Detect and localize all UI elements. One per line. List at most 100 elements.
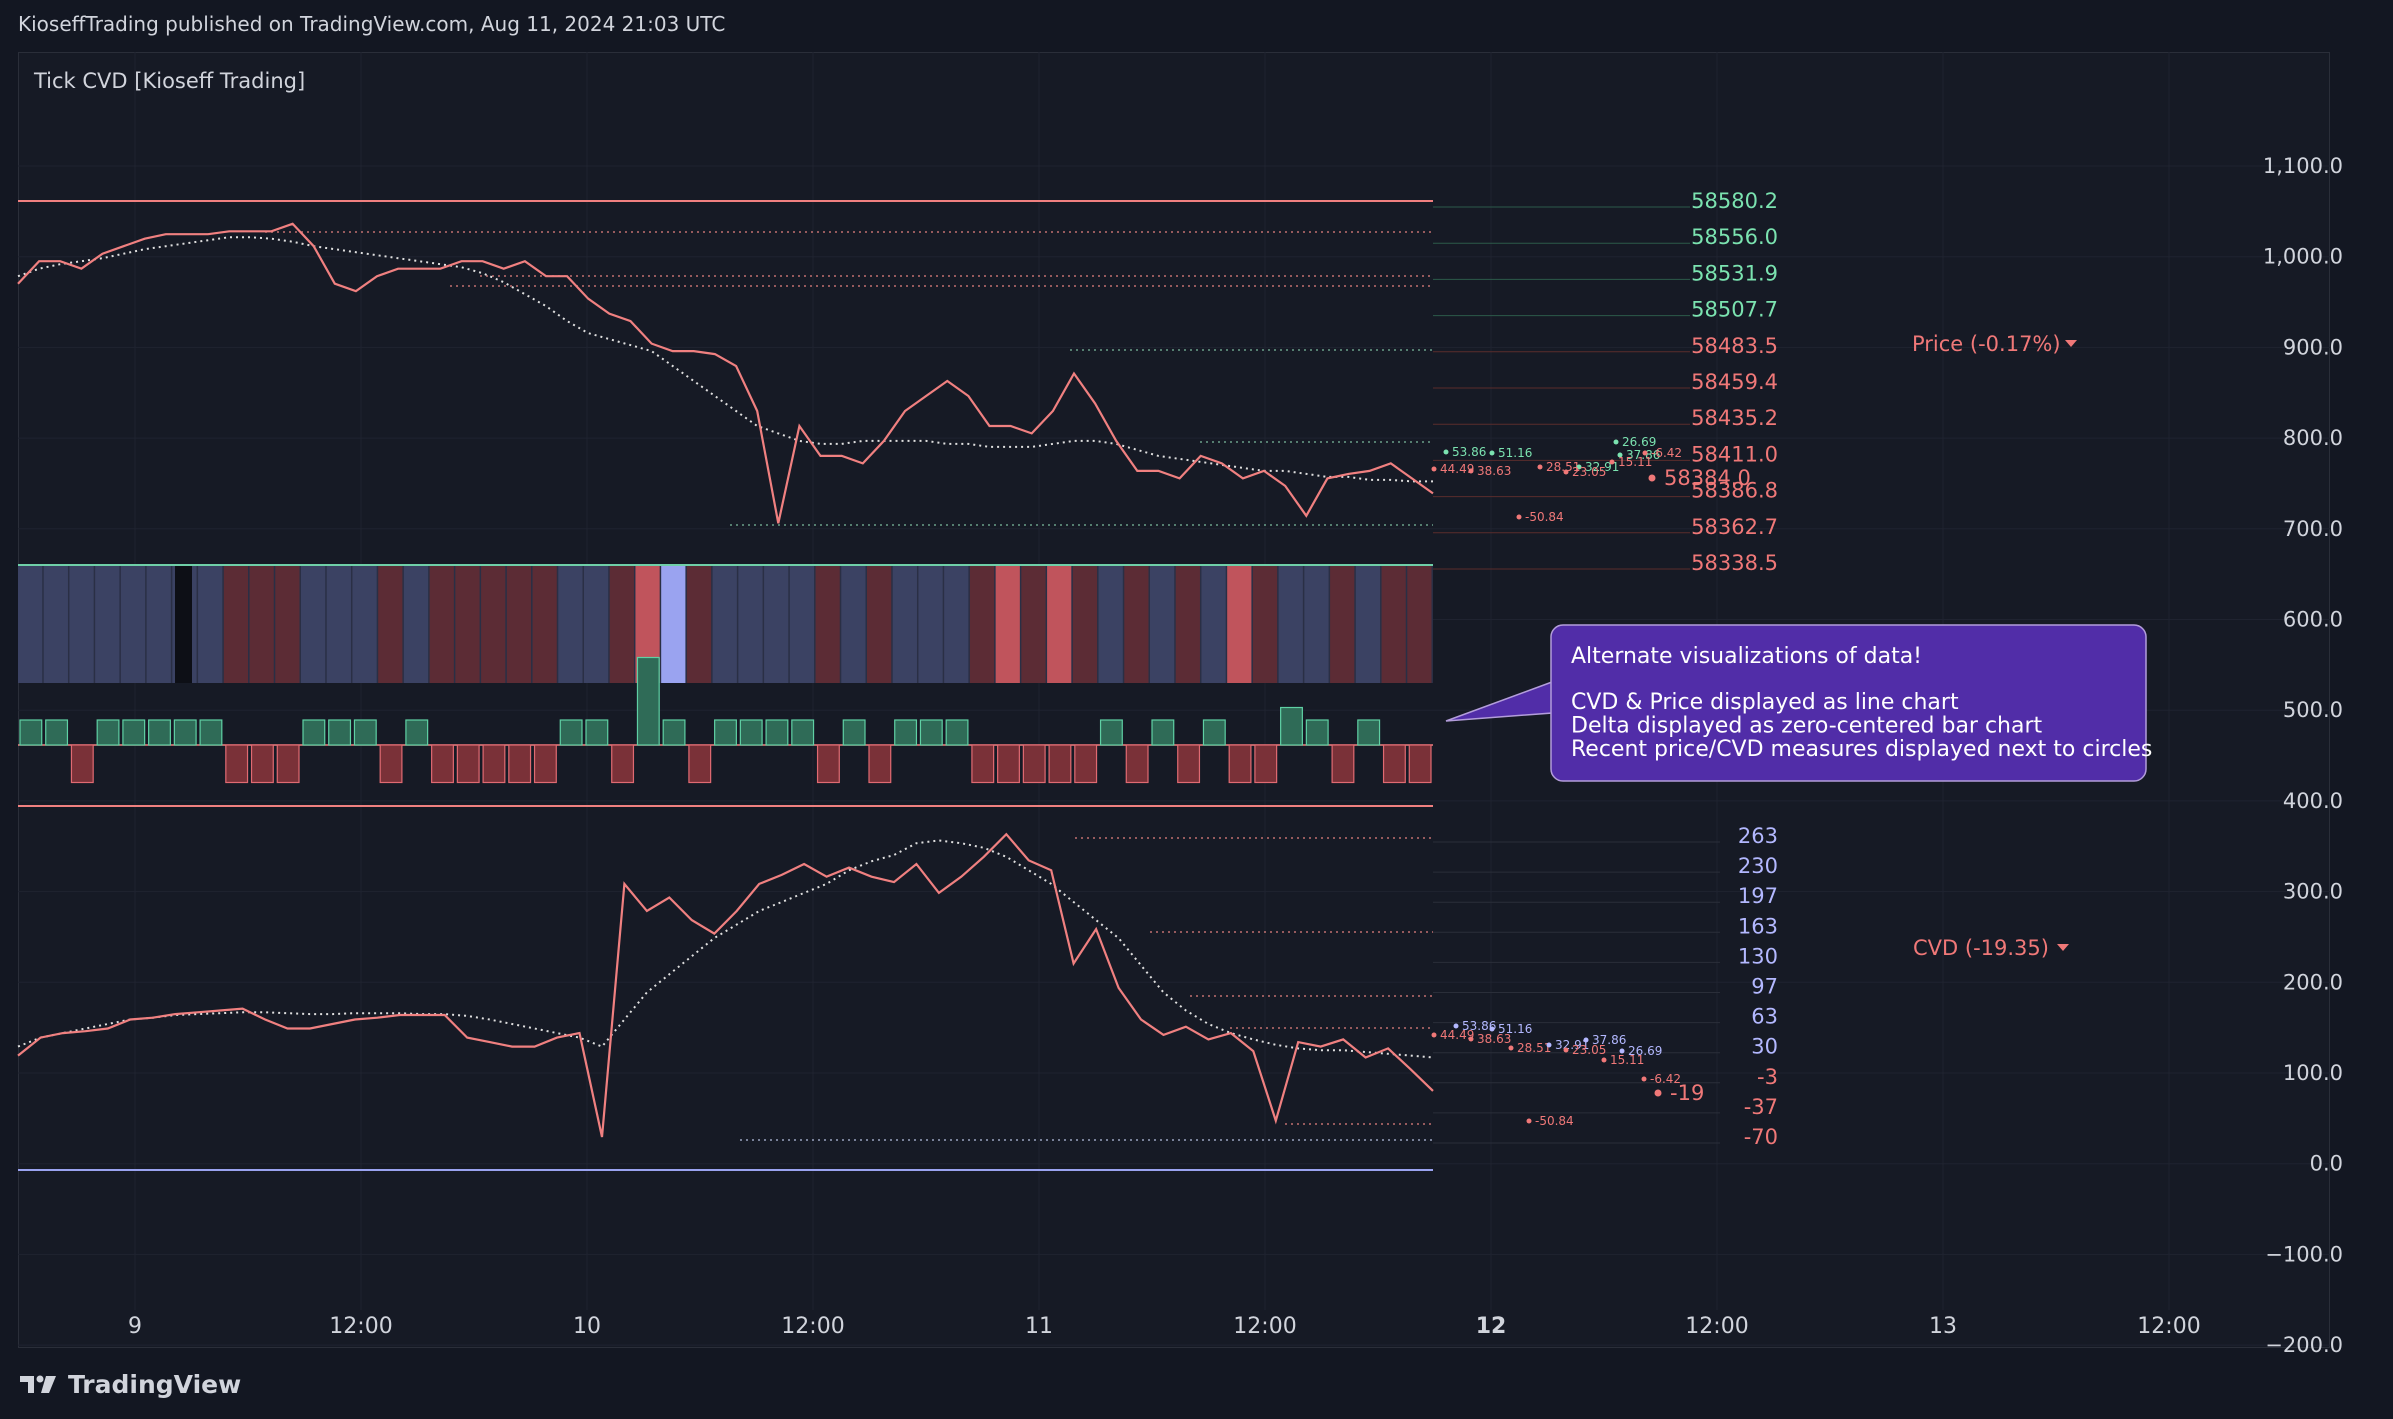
cvd-circle-label: 26.69 [1628,1044,1662,1058]
heatmap-cell [223,565,249,683]
price-circle-label: -6.42 [1651,446,1682,460]
price-recent-circle [1563,469,1569,475]
time-tick-label: 12:00 [1685,1314,1748,1339]
tradingview-logo-icon[interactable] [18,1373,58,1397]
price-recent-circle [1468,468,1474,474]
delta-bar-positive [405,719,429,746]
price-level-label: 58507.7 [1691,298,1778,322]
heatmap-gap-cell [175,565,192,683]
cvd-level-label: 230 [1738,854,1778,878]
cvd-circle-label: -6.42 [1650,1072,1681,1086]
cvd-moving-average [17,839,1434,1059]
cvd-level-label: -3 [1757,1065,1778,1089]
time-tick-label: 12:00 [2137,1314,2200,1339]
price-recent-circle [1609,459,1615,465]
delta-bar-negative [997,744,1020,784]
chevron-down-icon [2057,944,2069,951]
cvd-circle-label: 23.05 [1572,1043,1606,1057]
heatmap-cell [429,565,454,683]
heatmap-cell [18,565,43,683]
cvd-circle-label: 15.11 [1610,1053,1644,1067]
heatmap-cell [1150,565,1175,683]
heatmap-cell [969,565,995,683]
cvd-recent-circle [1468,1036,1474,1042]
delta-bar-positive [1099,719,1123,746]
callout-background [1550,624,2147,782]
delta-bar-negative [1022,744,1046,784]
heatmap-cell [43,565,68,683]
price-circle-label: 53.86 [1452,445,1486,459]
heatmap-cell [1278,565,1303,683]
heatmap-cell [301,565,326,683]
delta-bar-positive [765,719,789,746]
cvd-last-label: -19 [1670,1081,1704,1105]
axis-tick-label: 1,000.0 [2263,245,2343,269]
heatmap-cell [661,565,686,683]
heatmap-cell [1124,565,1149,683]
delta-bar-negative [688,744,712,784]
heatmap-cell [1355,565,1381,683]
time-axis: 9 12:00 10 12:00 11 12:00 12 12:00 13 12:00 [128,1314,2201,1339]
cvd-recent-circle [1619,1048,1625,1054]
callout-line: CVD & Price displayed as line chart [1571,690,1959,715]
heatmap-cell [584,565,609,683]
delta-bar-negative [1382,744,1406,784]
cvd-recent-circle [1641,1076,1647,1082]
heatmap-cell [120,565,146,683]
delta-bar-negative [816,744,840,784]
cvd-level-label: 130 [1738,944,1778,968]
cvd-level-label: 63 [1751,1005,1778,1029]
price-recent-circle [1576,464,1582,470]
delta-bar-positive [1202,719,1226,746]
axis-tick-label: 600.0 [2283,608,2343,632]
cvd-recent-circle [1546,1042,1552,1048]
cvd-circle-label: 51.16 [1498,1022,1532,1036]
time-tick-label: 12 [1476,1314,1507,1339]
cvd-recent-circle [1583,1037,1589,1043]
delta-bar-positive [842,719,866,746]
heatmap-cell [455,565,480,683]
delta-bar-positive [1280,706,1303,746]
delta-bar-negative [276,744,300,784]
heatmap-cell [1021,565,1046,683]
heatmap-cell [1304,565,1329,683]
cvd-recent-circle [1431,1032,1437,1038]
price-circle-label: 44.49 [1440,462,1474,476]
time-tick-label: 12:00 [329,1314,392,1339]
delta-bar-positive [173,719,197,746]
price-level-label: 58580.2 [1691,189,1778,213]
heatmap-cell [1330,565,1355,683]
footer: TradingView [18,1370,241,1399]
heatmap-cell [738,565,763,683]
axis-tick-label: 700.0 [2283,517,2343,541]
price-recent-circle [1516,514,1522,520]
cvd-recent-circle [1489,1026,1495,1032]
delta-bar-positive [636,656,660,746]
series-legends: Price (-0.17%) CVD (-19.35) [1912,332,2077,960]
price-level-label: 58411.0 [1691,442,1778,466]
cvd-recent-circle [1508,1045,1514,1051]
cvd-circle-label: 53.86 [1462,1019,1496,1033]
delta-bar-negative [482,744,506,784]
heatmap-cell [198,565,223,683]
indicator-title[interactable]: Tick CVD [Kioseff Trading] [33,69,305,93]
delta-bar-positive [791,719,815,746]
price-recent-circle [1431,466,1437,472]
price-circle-label: 28.51 [1546,460,1580,474]
tradingview-brand[interactable]: TradingView [68,1370,242,1399]
time-tick-label: 11 [1025,1314,1053,1339]
delta-bar-negative [611,744,635,784]
heatmap-cell [352,565,377,683]
cvd-circle-label: 38.63 [1477,1032,1511,1046]
price-recent-circle [1489,450,1495,456]
cvd-level-label: 163 [1738,914,1778,938]
cvd-level-label: 197 [1738,884,1778,908]
delta-bar-positive [1305,719,1329,746]
price-level-label: 58483.5 [1691,334,1778,358]
cvd-level-label: 263 [1738,824,1778,848]
heatmap-cell [892,565,917,683]
time-tick-label: 12:00 [1233,1314,1296,1339]
callout-line: Delta displayed as zero-centered bar cha… [1571,714,2043,739]
price-level-label: 58362.7 [1691,515,1778,539]
